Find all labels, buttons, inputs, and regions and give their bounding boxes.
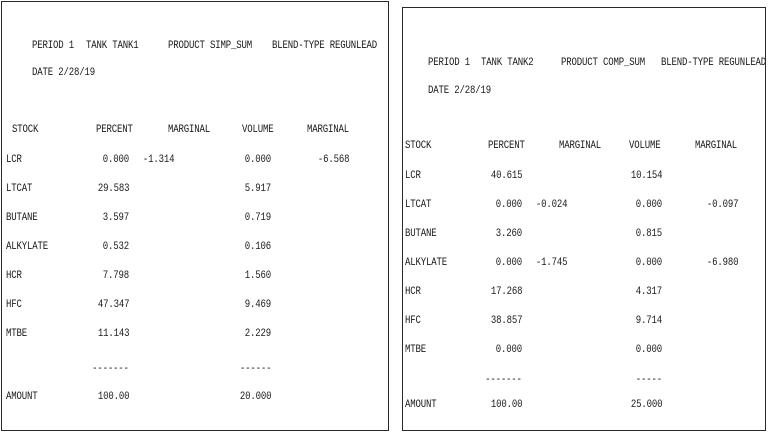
stock-name: MTBE [6, 328, 27, 340]
col-header-marginal: MARGINAL [559, 140, 601, 152]
marginal-2-value: -6.980 [706, 257, 738, 269]
blend-type-label: BLEND-TYPE REGUNLEAD [272, 40, 377, 52]
percent-value: 3.597 [102, 212, 129, 224]
report-panel-tank2: PERIOD 1 TANK TANK2 PRODUCT COMP_SUM BLE… [402, 7, 766, 431]
blend-type-label: BLEND-TYPE REGUNLEAD [661, 57, 766, 69]
product-label: PRODUCT COMP_SUM [561, 57, 645, 69]
stock-name: BUTANE [6, 212, 38, 224]
report-panel-tank1: PERIOD 1 TANK TANK1 PRODUCT SIMP_SUM BLE… [1, 1, 389, 431]
date-label: DATE 2/28/19 [32, 67, 95, 79]
percent-value: 0.000 [495, 257, 522, 269]
tank-label: TANK TANK1 [86, 40, 139, 52]
col-header-stock: STOCK [12, 124, 39, 136]
percent-value: 0.000 [495, 199, 522, 211]
col-header-marginal: MARGINAL [168, 124, 210, 136]
volume-value: 2.229 [244, 328, 271, 340]
col-header-percent: PERCENT [488, 140, 525, 152]
volume-value: 1.560 [244, 270, 271, 282]
percent-value: 17.268 [490, 286, 522, 298]
col-header-volume: VOLUME [629, 140, 661, 152]
amount-volume: 25.000 [630, 399, 662, 411]
percent-value: 0.000 [495, 344, 522, 356]
col-header-volume: VOLUME [242, 124, 274, 136]
stock-name: HFC [6, 299, 22, 311]
percent-value: 0.532 [102, 241, 129, 253]
marginal-value: -0.024 [535, 199, 567, 211]
volume-value: 0.106 [244, 241, 271, 253]
percent-value: 11.143 [97, 328, 129, 340]
percent-value: 29.583 [97, 183, 129, 195]
amount-volume: 20.000 [239, 391, 271, 403]
stock-name: HCR [405, 286, 421, 298]
col-header-percent: PERCENT [96, 124, 133, 136]
percent-value: 47.347 [97, 299, 129, 311]
volume-value: 0.000 [635, 344, 662, 356]
volume-separator: ----- [635, 374, 662, 386]
volume-value: 0.719 [244, 212, 271, 224]
amount-label: AMOUNT [6, 391, 38, 403]
amount-percent: 100.00 [490, 399, 522, 411]
volume-value: 4.317 [635, 286, 662, 298]
stock-name: LTCAT [6, 183, 33, 195]
period-label: PERIOD 1 [428, 57, 470, 69]
period-label: PERIOD 1 [32, 40, 74, 52]
stock-name: LCR [405, 170, 421, 182]
volume-value: 5.917 [244, 183, 271, 195]
percent-separator: ------- [92, 363, 129, 375]
percent-separator: ------- [485, 374, 522, 386]
amount-percent: 100.00 [97, 391, 129, 403]
percent-value: 0.000 [102, 154, 129, 166]
stock-name: HCR [6, 270, 22, 282]
product-label: PRODUCT SIMP_SUM [168, 40, 252, 52]
stock-name: ALKYLATE [6, 241, 48, 253]
stock-name: MTBE [405, 344, 426, 356]
percent-value: 7.798 [102, 270, 129, 282]
marginal-2-value: -6.568 [317, 154, 349, 166]
volume-separator: ------ [239, 363, 271, 375]
percent-value: 3.260 [495, 228, 522, 240]
col-header-stock: STOCK [405, 140, 432, 152]
stock-name: LTCAT [405, 199, 432, 211]
marginal-value: -1.745 [535, 257, 567, 269]
volume-value: 0.000 [635, 257, 662, 269]
volume-value: 0.000 [635, 199, 662, 211]
marginal-value: -1.314 [142, 154, 174, 166]
col-header-marginal-2: MARGINAL [695, 140, 737, 152]
amount-label: AMOUNT [405, 399, 437, 411]
percent-value: 38.857 [490, 315, 522, 327]
volume-value: 0.000 [244, 154, 271, 166]
stock-name: HFC [405, 315, 421, 327]
date-label: DATE 2/28/19 [428, 85, 491, 97]
volume-value: 9.714 [635, 315, 662, 327]
stock-name: BUTANE [405, 228, 437, 240]
marginal-2-value: -0.097 [706, 199, 738, 211]
stock-name: ALKYLATE [405, 257, 447, 269]
volume-value: 0.815 [635, 228, 662, 240]
tank-label: TANK TANK2 [481, 57, 534, 69]
percent-value: 40.615 [490, 170, 522, 182]
stock-name: LCR [6, 154, 22, 166]
col-header-marginal-2: MARGINAL [307, 124, 349, 136]
volume-value: 10.154 [630, 170, 662, 182]
volume-value: 9.469 [244, 299, 271, 311]
